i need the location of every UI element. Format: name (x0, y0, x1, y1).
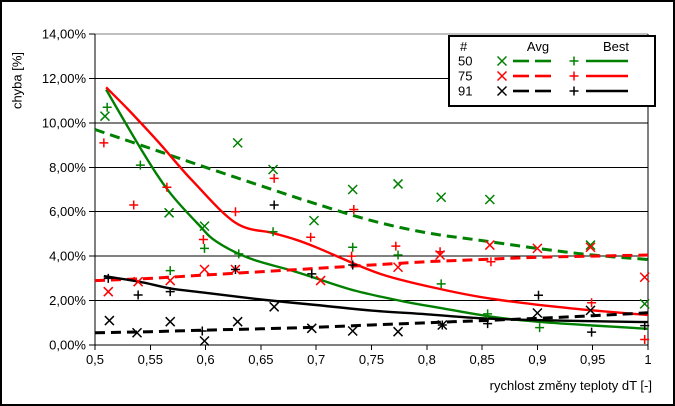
legend-header-best: Best (602, 39, 629, 54)
x-tick-label: 1 (644, 352, 651, 367)
legend-row-75: 75 (458, 69, 628, 84)
series-best-75-samples (99, 138, 650, 344)
x-tick-label: 0,55 (138, 352, 163, 367)
series-avg-50-trend (94, 128, 649, 261)
legend-header-hash: # (460, 39, 468, 54)
series-avg-91-trend (94, 311, 649, 335)
y-tick-label: 12,00% (42, 71, 87, 86)
legend-header-avg: Avg (526, 39, 550, 54)
series-best-91-samples (103, 200, 650, 337)
legend-row-91: 91 (458, 84, 628, 99)
y-tick-label: 4,00% (49, 249, 86, 264)
y-tick-label: 14,00% (42, 27, 87, 42)
x-tick-label: 0,7 (307, 352, 325, 367)
x-tick-label: 0,6 (197, 352, 215, 367)
series-avg-91-samples (104, 301, 596, 347)
legend: # Avg Best 50 75 91 (448, 35, 656, 107)
x-tick-label: 0,5 (86, 352, 104, 367)
x-axis-title: rychlost změny teploty dT [-] (489, 378, 652, 393)
series-best-91-trend (103, 274, 649, 324)
y-tick-label: 0,00% (49, 338, 86, 353)
x-tick-label: 0,8 (418, 352, 436, 367)
x-tick-label: 0,95 (580, 352, 605, 367)
legend-row-label: 50 (458, 54, 472, 69)
y-tick-label: 8,00% (49, 160, 86, 175)
series-best-75-trend (105, 86, 649, 317)
x-tick-label: 0,75 (359, 352, 384, 367)
series-avg-75-trend (94, 253, 649, 283)
y-axis-title: chyba [%] (9, 51, 25, 110)
series-avg-50-samples (99, 111, 650, 309)
legend-row-label: 91 (458, 84, 472, 99)
legend-row-label: 75 (458, 69, 472, 84)
x-tick-label: 0,9 (528, 352, 546, 367)
y-tick-label: 2,00% (49, 293, 86, 308)
series-best-50-samples (102, 102, 545, 333)
x-tick-label: 0,65 (248, 352, 273, 367)
legend-row-50: 50 (458, 54, 628, 69)
series-best-50-trend (105, 88, 649, 330)
y-tick-label: 6,00% (49, 204, 86, 219)
series-avg-75-samples (103, 240, 650, 297)
y-tick-label: 10,00% (42, 115, 87, 130)
x-tick-label: 0,85 (469, 352, 494, 367)
